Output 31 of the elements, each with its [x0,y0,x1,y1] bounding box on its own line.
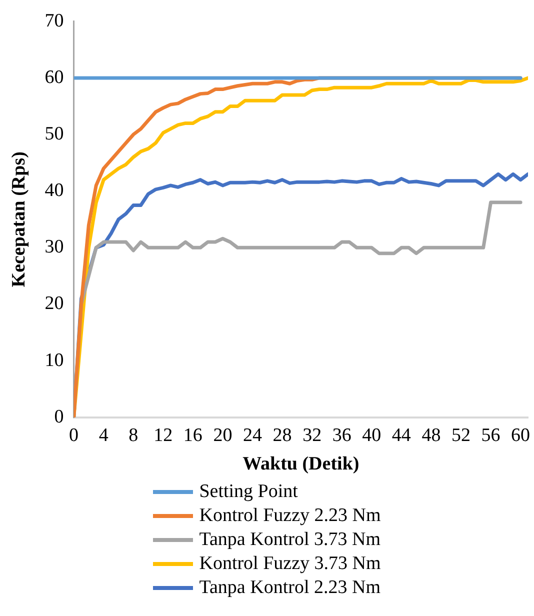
x-tick-label: 12 [154,424,173,446]
x-tick-label: 44 [392,424,412,446]
y-tick-label: 50 [44,124,64,145]
x-tick-label: 24 [243,424,262,446]
legend-label: Kontrol Fuzzy 2.23 Nm [199,504,381,528]
x-tick-label: 48 [422,424,441,446]
x-tick-label: 32 [302,424,322,446]
legend-label: Tanpa Kontrol 2.23 Nm [199,576,380,600]
y-tick-label: 0 [54,406,64,428]
x-tick-label: 40 [362,424,382,446]
y-axis-title: Kecepatan (Rps) [8,152,30,288]
x-tick-label: 20 [213,424,232,446]
y-tick-label: 60 [44,66,64,88]
x-tick-label: 16 [183,424,202,446]
x-axis-title: Waktu (Detik) [242,454,360,475]
x-tick-label: 52 [451,424,470,446]
y-tick-label: 70 [44,10,64,32]
legend-label: Tanpa Kontrol 3.73 Nm [199,528,380,552]
x-tick-label: 8 [128,424,138,446]
y-tick-label: 20 [44,293,64,314]
x-tick-label: 0 [69,424,79,446]
y-tick-label: 40 [44,180,64,202]
x-tick-label: 4 [98,424,109,446]
legend-label: Kontrol Fuzzy 3.73 Nm [199,552,381,576]
x-tick-label: 60 [511,424,530,446]
legend-label: Setting Point [199,480,298,504]
x-tick-label: 56 [481,424,500,446]
y-tick-label: 30 [44,236,64,258]
x-tick-label: 36 [332,424,352,446]
y-tick-label: 10 [44,350,64,371]
x-tick-label: 28 [272,424,292,446]
